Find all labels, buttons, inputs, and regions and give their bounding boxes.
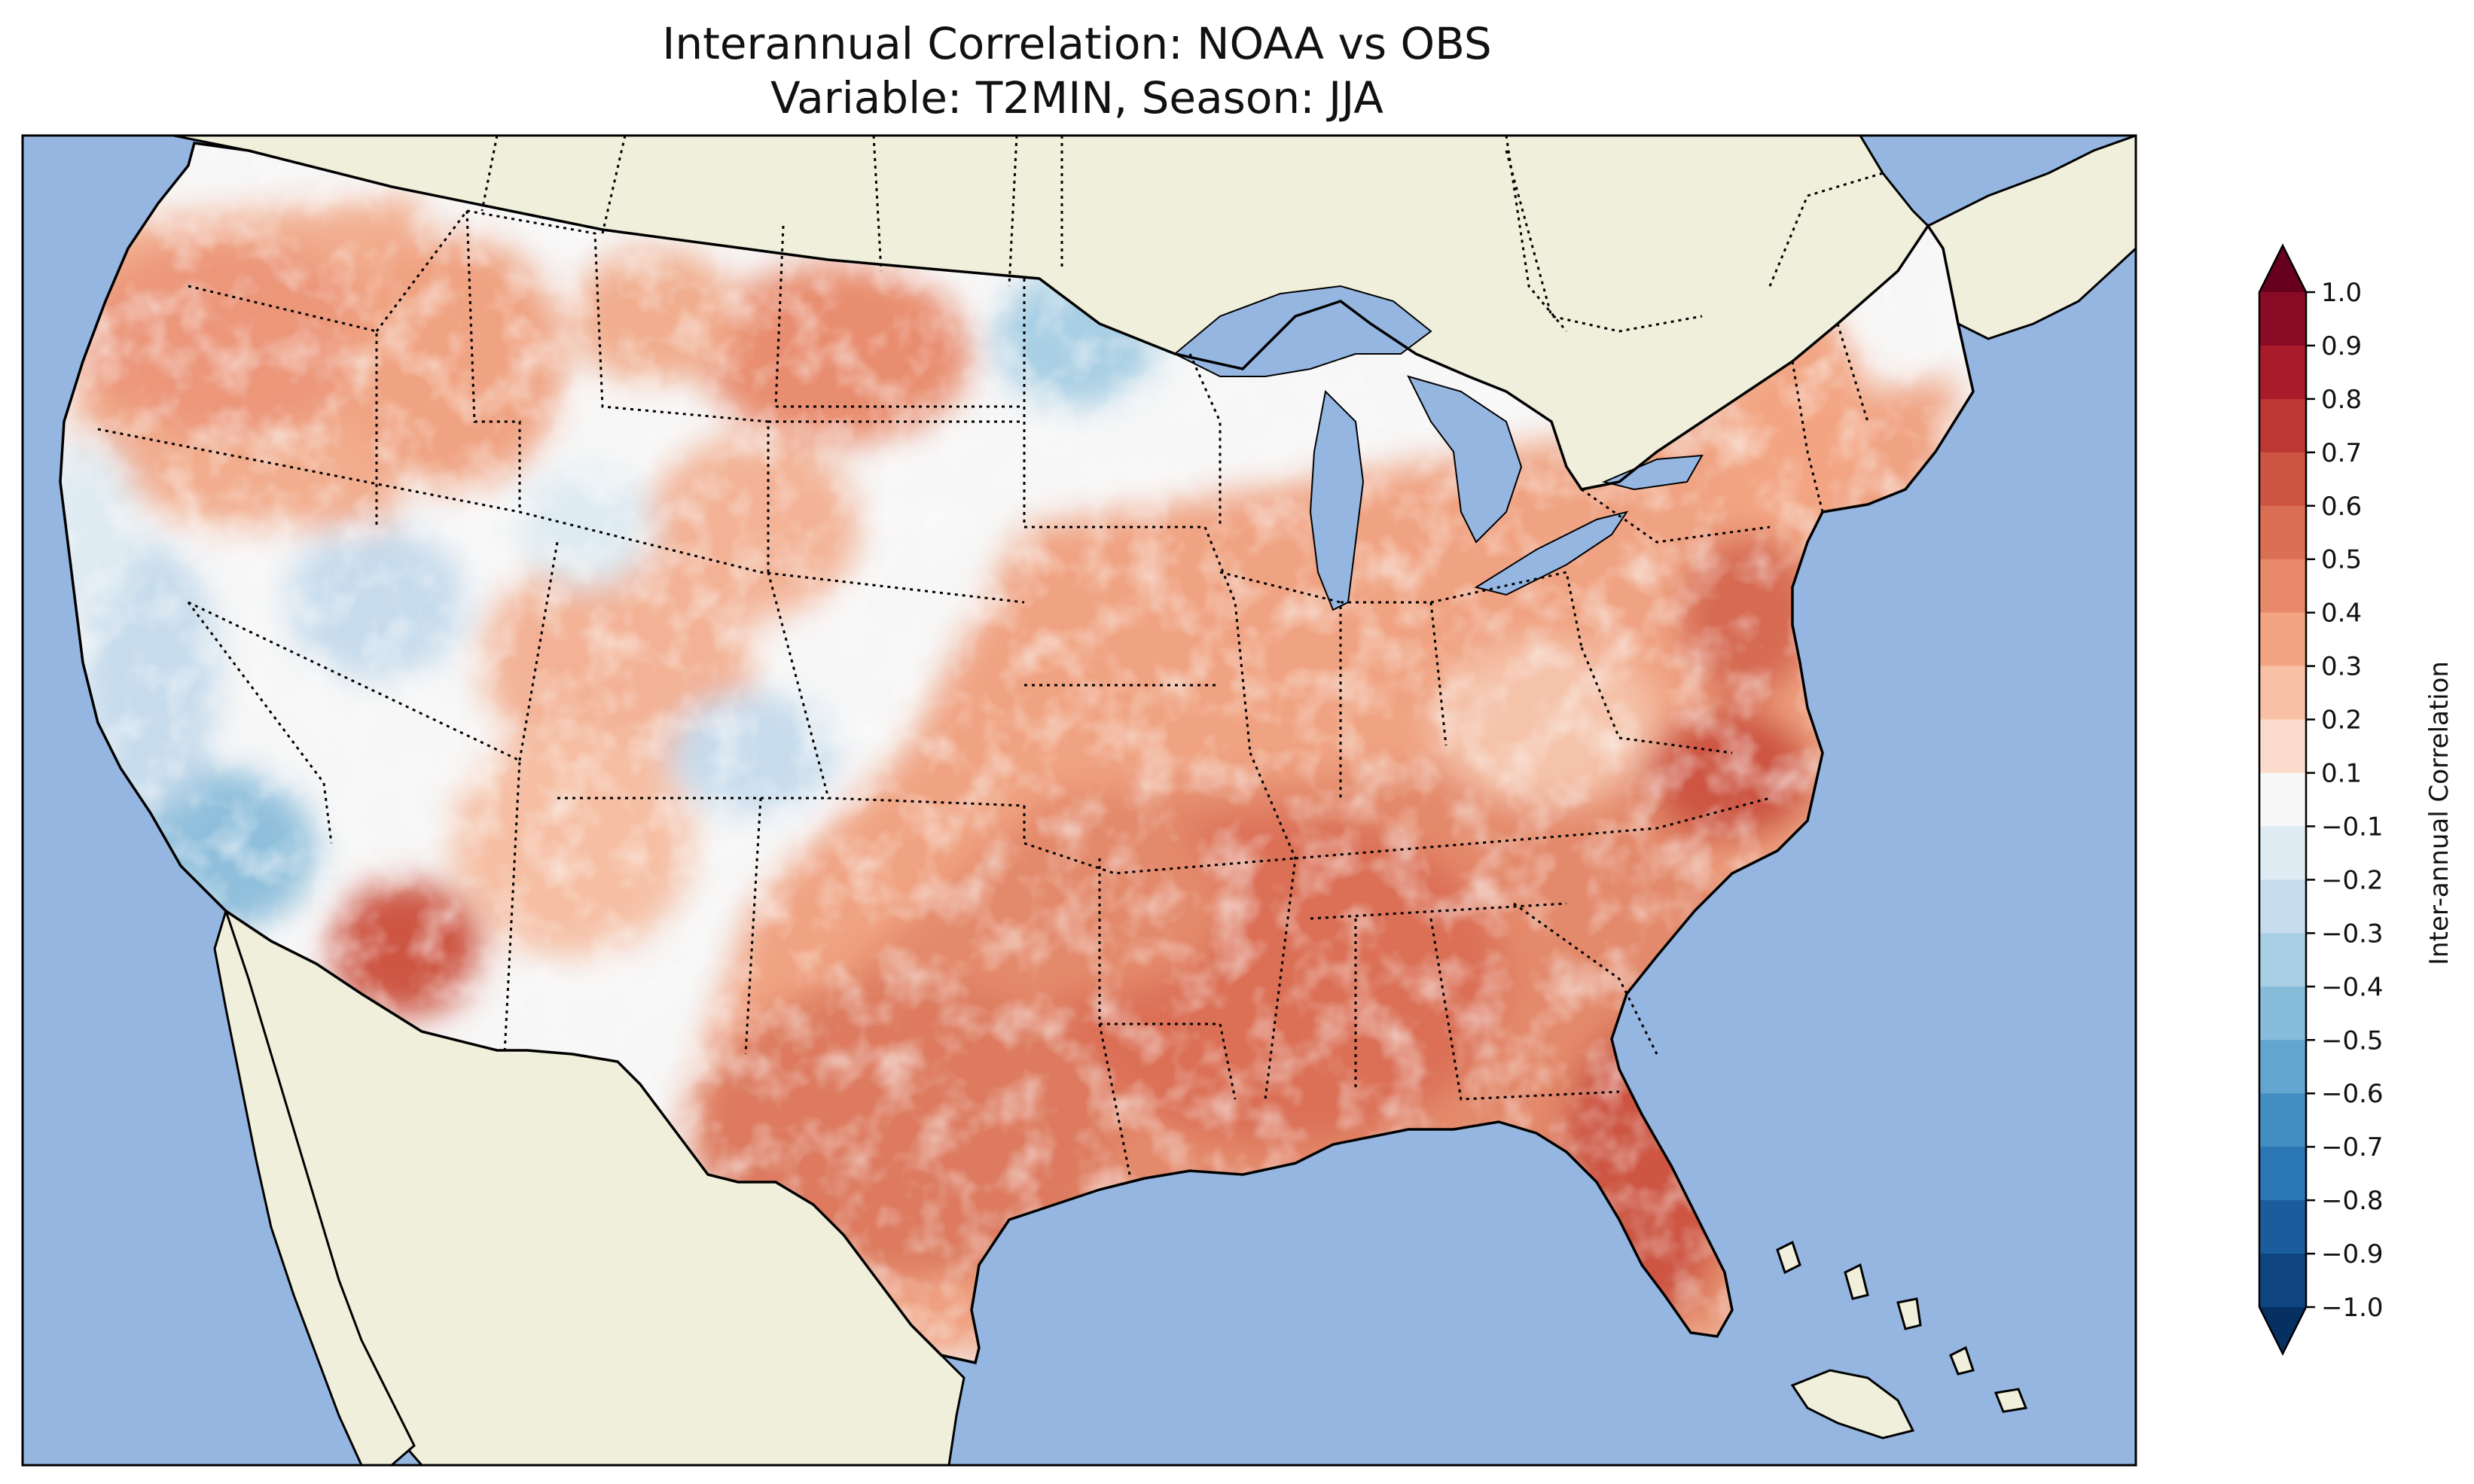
colorbar-tick-label: 0.8 bbox=[2321, 385, 2362, 415]
colorbar-band bbox=[2259, 559, 2306, 614]
colorbar-extend-max bbox=[2259, 245, 2306, 292]
colorbar-band bbox=[2259, 1093, 2306, 1147]
colorbar-tick-label: 0.5 bbox=[2321, 545, 2362, 575]
colorbar-band bbox=[2259, 505, 2306, 560]
lake-superior bbox=[1173, 285, 1432, 377]
great-lakes bbox=[1173, 285, 1704, 611]
colorbar-tick-label: −0.4 bbox=[2321, 972, 2384, 1002]
colorbar-band bbox=[2259, 345, 2306, 400]
colorbar-band bbox=[2259, 452, 2306, 507]
colorbar-tick-label: 0.3 bbox=[2321, 652, 2362, 682]
colorbar-band bbox=[2259, 986, 2306, 1041]
colorbar-tick-label: −0.3 bbox=[2321, 919, 2384, 949]
colorbar-tick-label: −0.1 bbox=[2321, 812, 2384, 842]
colorbar-tick-label: −0.2 bbox=[2321, 865, 2384, 895]
colorbar-tick-label: 0.7 bbox=[2321, 438, 2362, 468]
colorbar-band bbox=[2259, 1200, 2306, 1254]
colorbar-tick-label: −1.0 bbox=[2321, 1293, 2384, 1323]
lake-huron bbox=[1407, 375, 1523, 544]
bahamas bbox=[1776, 1240, 2028, 1413]
colorbar-extend-min bbox=[2259, 1307, 2306, 1354]
colorbar-band bbox=[2259, 719, 2306, 774]
figure-title: Interannual Correlation: NOAA vs OBS Var… bbox=[0, 17, 2154, 125]
title-line-1: Interannual Correlation: NOAA vs OBS bbox=[662, 18, 1492, 69]
colorbar-band bbox=[2259, 826, 2306, 880]
lake-erie bbox=[1474, 510, 1629, 596]
state-borders bbox=[97, 136, 1884, 1175]
colorbar-tick-label: −0.5 bbox=[2321, 1025, 2384, 1056]
colorbar-tick-label: 0.2 bbox=[2321, 705, 2362, 736]
map-frame bbox=[21, 134, 2137, 1467]
colorbar-tick-label: −0.9 bbox=[2321, 1239, 2384, 1269]
colorbar: 1.0 0.9 0.8 0.7 0.6 0.5 0.4 0.3 0.2 0.1 −0.1 −0.2 −0… bbox=[2258, 243, 2384, 1356]
colorbar-band bbox=[2259, 666, 2306, 721]
colorbar-tick-label: 0.1 bbox=[2321, 759, 2362, 789]
colorbar-tick-label: −0.6 bbox=[2321, 1079, 2384, 1109]
baja-land bbox=[213, 907, 416, 1465]
colorbar-tick-label: 0.6 bbox=[2321, 492, 2362, 522]
map-panel bbox=[23, 136, 2136, 1465]
colorbar-tick-label: 0.9 bbox=[2321, 331, 2362, 361]
cuba-land bbox=[1790, 1369, 1915, 1440]
colorbar-label: Inter-annual Correlation bbox=[2424, 661, 2454, 965]
colorbar-band bbox=[2259, 1040, 2306, 1094]
colorbar-band bbox=[2259, 1254, 2306, 1308]
lake-michigan bbox=[1309, 389, 1365, 611]
colorbar-band bbox=[2259, 398, 2306, 453]
colorbar-band bbox=[2259, 933, 2306, 987]
colorbar-band bbox=[2259, 879, 2306, 934]
colorbar-band bbox=[2259, 292, 2306, 346]
province-borders bbox=[1060, 136, 1568, 332]
colorbar-tick-label: −0.7 bbox=[2321, 1132, 2384, 1163]
colorbar-tick-label: −0.8 bbox=[2321, 1186, 2384, 1216]
lake-ontario bbox=[1601, 454, 1704, 491]
colorbar-band bbox=[2259, 772, 2306, 827]
colorbar-tick-label: 1.0 bbox=[2321, 278, 2362, 308]
colorbar-tick-label: 0.4 bbox=[2321, 599, 2362, 629]
title-line-2: Variable: T2MIN, Season: JJA bbox=[770, 72, 1383, 123]
colorbar-band bbox=[2259, 612, 2306, 667]
colorbar-band bbox=[2259, 1147, 2306, 1201]
